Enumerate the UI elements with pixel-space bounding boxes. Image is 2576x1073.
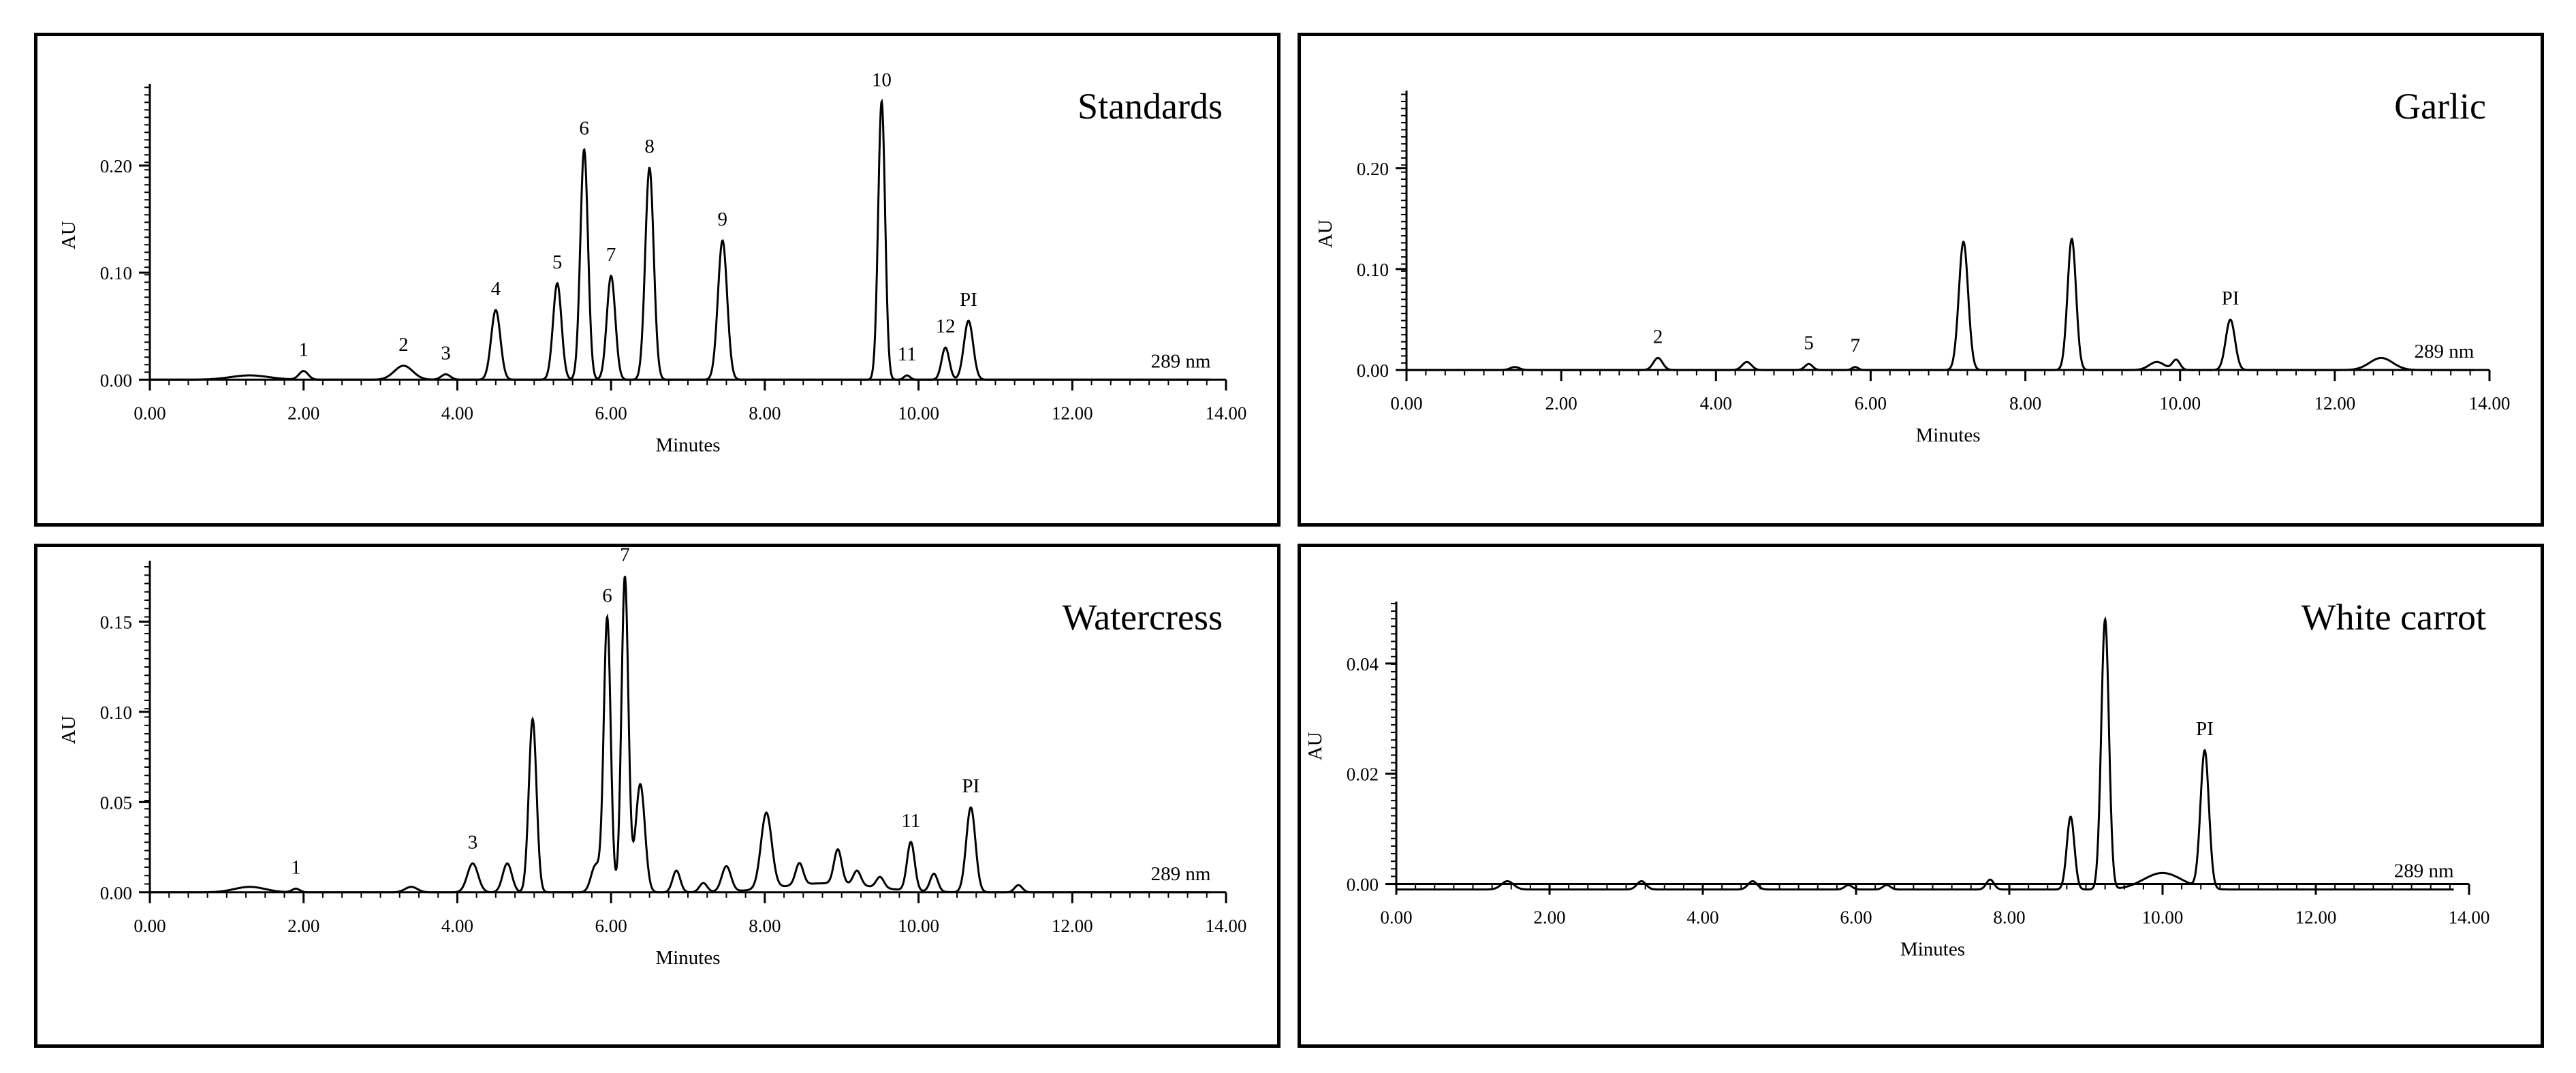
chart-panel-watercress: 0.00 2.00 4.00 6.00 8.00 10.00 12.00 14.00 0.00 0… [34,544,1281,1048]
x-tick-label: 2.00 [1545,393,1577,414]
peak-label: 1 [298,339,309,361]
y-tick-label: 0.00 [1347,875,1379,895]
chromatogram-garlic: 0.00 2.00 4.00 6.00 8.00 10.00 12.00 14.00 0.00 0… [1315,91,2511,446]
peak-label: 1 [291,856,301,878]
peak-label: 3 [441,342,451,364]
chromatogram-white-carrot: 0.00 2.00 4.00 6.00 8.00 10.00 12.00 14.00 0.00 0… [1304,602,2490,961]
wavelength-label: 289 nm [1151,350,1211,372]
peak-label: 12 [936,315,956,337]
wavelength-label: 289 nm [1151,863,1211,885]
peak-label: PI [2222,287,2240,309]
x-tick-label: 14.00 [1206,403,1247,423]
x-tick-label: 6.00 [595,403,627,423]
x-tick-label: 12.00 [1052,916,1093,936]
x-tick-label: 6.00 [595,916,627,936]
peak-label: PI [960,289,977,311]
x-axis-title: Minutes [1915,424,1980,446]
x-tick-label: 10.00 [2142,907,2184,928]
peak-label: 5 [552,251,563,273]
peak-label: 6 [602,585,612,606]
panel-title: Garlic [2394,86,2486,127]
y-tick-label: 0.10 [1357,260,1389,280]
peak-label: PI [962,775,979,797]
x-tick-label: 0.00 [133,403,166,423]
peak-label: 2 [398,334,409,356]
x-axis-title: Minutes [655,434,720,456]
chromatogram-trace [1407,237,2475,371]
peak-label: PI [2196,718,2214,740]
peak-label: 8 [644,136,655,157]
x-tick-label: 4.00 [441,916,473,936]
x-tick-label: 10.00 [898,916,939,936]
y-tick-label: 0.15 [100,612,132,632]
peak-label: 5 [1804,332,1814,354]
x-tick-label: 14.00 [2449,907,2490,928]
chromatogram-watercress: 0.00 2.00 4.00 6.00 8.00 10.00 12.00 14.00 0.00 0… [58,547,1247,969]
x-tick-label: 10.00 [2159,393,2201,414]
panel-title: Standards [1078,86,1223,127]
x-tick-label: 12.00 [2314,393,2355,414]
peak-label: 9 [718,208,728,230]
chart-panel-standards: 0.00 2.00 4.00 6.00 8.00 10.00 12.00 14.00 0.00 0… [34,33,1281,527]
chromatogram-trace [150,576,1211,894]
y-axis-title: AU [58,715,80,744]
x-axis-title: Minutes [655,947,720,969]
y-tick-label: 0.10 [100,702,132,723]
peak-label: 10 [872,69,892,91]
x-tick-label: 8.00 [749,403,781,423]
y-axis-title: AU [1304,732,1326,760]
y-axis-title: AU [58,221,80,249]
y-tick-label: 0.02 [1347,764,1379,785]
x-tick-label: 4.00 [1686,907,1718,928]
panel-title: White carrot [2301,597,2486,638]
y-tick-label: 0.05 [100,792,132,813]
peak-label: 11 [901,810,920,832]
x-tick-label: 14.00 [1206,916,1247,936]
x-tick-label: 8.00 [749,916,781,936]
x-axis-title: Minutes [1900,939,1965,961]
peak-label: 7 [620,547,630,566]
y-tick-label: 0.00 [100,370,132,390]
wavelength-label: 289 nm [2414,341,2474,362]
peak-label: 6 [579,117,589,139]
chart-panel-garlic: 0.00 2.00 4.00 6.00 8.00 10.00 12.00 14.00 0.00 0… [1298,33,2544,527]
x-tick-label: 12.00 [1052,403,1093,423]
y-tick-label: 0.20 [100,156,132,176]
chromatogram-trace [150,98,1211,381]
y-tick-label: 0.20 [1357,159,1389,179]
x-tick-label: 0.00 [1390,393,1422,414]
panel-title: Watercress [1062,597,1223,638]
peak-label: 3 [468,831,478,853]
x-tick-label: 10.00 [898,403,939,423]
x-tick-label: 4.00 [441,403,473,423]
x-tick-label: 2.00 [287,916,319,936]
x-tick-label: 6.00 [1840,907,1872,928]
x-tick-label: 2.00 [287,403,319,423]
peak-label: 7 [1850,335,1860,357]
y-tick-label: 0.10 [100,263,132,283]
y-axis-title: AU [1315,219,1336,248]
chart-panel-white-carrot: 0.00 2.00 4.00 6.00 8.00 10.00 12.00 14.00 0.00 0… [1298,544,2544,1048]
x-tick-label: 0.00 [1380,907,1412,928]
x-tick-label: 4.00 [1700,393,1732,414]
x-tick-label: 8.00 [2009,393,2041,414]
peak-label: 2 [1653,326,1663,347]
peak-label: 4 [491,278,501,300]
y-tick-label: 0.00 [100,883,132,903]
y-tick-label: 0.04 [1347,654,1379,674]
y-tick-label: 0.00 [1357,360,1389,381]
x-tick-label: 6.00 [1855,393,1887,414]
chromatogram-trace [1396,616,2454,891]
x-tick-label: 8.00 [1993,907,2025,928]
chromatogram-standards: 0.00 2.00 4.00 6.00 8.00 10.00 12.00 14.00 0.00 0… [58,69,1247,456]
peak-label: 7 [606,244,616,266]
x-tick-label: 0.00 [133,916,166,936]
peak-label: 11 [898,343,917,365]
wavelength-label: 289 nm [2394,860,2454,882]
x-tick-label: 12.00 [2295,907,2337,928]
x-tick-label: 14.00 [2469,393,2511,414]
x-tick-label: 2.00 [1533,907,1565,928]
